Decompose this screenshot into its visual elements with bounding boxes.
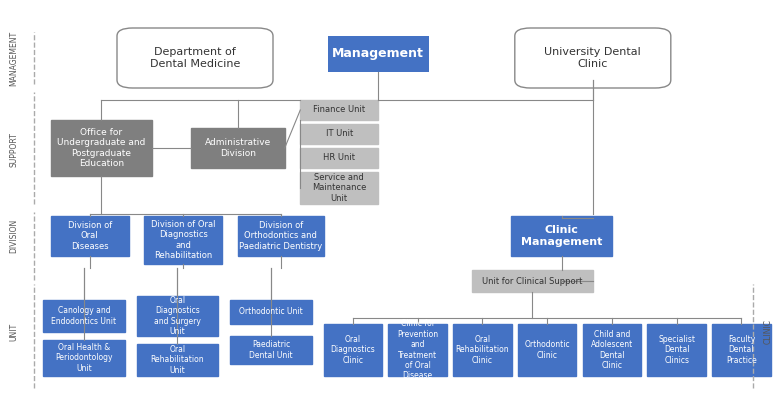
FancyBboxPatch shape — [238, 216, 324, 256]
Text: Oral
Diagnostics
Clinic: Oral Diagnostics Clinic — [331, 335, 375, 365]
FancyBboxPatch shape — [300, 148, 378, 168]
FancyBboxPatch shape — [647, 324, 706, 376]
Text: IT Unit: IT Unit — [326, 130, 353, 138]
Text: Service and
Maintenance
Unit: Service and Maintenance Unit — [312, 173, 367, 203]
Text: Division of Oral
Diagnostics
and
Rehabilitation: Division of Oral Diagnostics and Rehabil… — [151, 220, 215, 260]
FancyBboxPatch shape — [453, 324, 512, 376]
Text: University Dental
Clinic: University Dental Clinic — [544, 47, 641, 69]
FancyBboxPatch shape — [300, 124, 378, 144]
Text: Finance Unit: Finance Unit — [314, 106, 365, 114]
Text: Department of
Dental Medicine: Department of Dental Medicine — [150, 47, 240, 69]
Text: Clinic for
Prevention
and
Treatment
of Oral
Disease: Clinic for Prevention and Treatment of O… — [397, 320, 438, 380]
FancyBboxPatch shape — [511, 216, 612, 256]
FancyBboxPatch shape — [300, 100, 378, 120]
Text: UNIT: UNIT — [9, 323, 19, 341]
Text: Specialist
Dental
Clinics: Specialist Dental Clinics — [658, 335, 695, 365]
Text: CLINIC: CLINIC — [764, 320, 773, 344]
FancyBboxPatch shape — [230, 336, 312, 364]
FancyBboxPatch shape — [51, 216, 129, 256]
FancyBboxPatch shape — [230, 300, 312, 324]
FancyBboxPatch shape — [144, 216, 222, 264]
Text: Management: Management — [332, 48, 424, 60]
FancyBboxPatch shape — [300, 172, 378, 204]
FancyBboxPatch shape — [388, 324, 447, 376]
FancyBboxPatch shape — [191, 128, 285, 168]
Text: Child and
Adolescent
Dental
Clinic: Child and Adolescent Dental Clinic — [590, 330, 633, 370]
Text: Canology and
Endodontics Unit: Canology and Endodontics Unit — [51, 306, 116, 326]
Text: SUPPORT: SUPPORT — [9, 132, 19, 168]
FancyBboxPatch shape — [136, 296, 218, 336]
Text: Orthodontic Unit: Orthodontic Unit — [239, 308, 303, 316]
FancyBboxPatch shape — [515, 28, 671, 88]
Text: HR Unit: HR Unit — [323, 154, 356, 162]
FancyBboxPatch shape — [51, 120, 152, 176]
FancyBboxPatch shape — [472, 270, 593, 292]
Text: Oral
Rehabilitation
Unit: Oral Rehabilitation Unit — [151, 345, 204, 375]
Text: Office for
Undergraduate and
Postgraduate
Education: Office for Undergraduate and Postgraduat… — [57, 128, 146, 168]
FancyBboxPatch shape — [583, 324, 641, 376]
FancyBboxPatch shape — [712, 324, 771, 376]
Text: Oral Health &
Periodontology
Unit: Oral Health & Periodontology Unit — [55, 343, 112, 373]
Text: Orthodontic
Clinic: Orthodontic Clinic — [524, 340, 570, 360]
Text: Unit for Clinical Support: Unit for Clinical Support — [482, 276, 583, 286]
FancyBboxPatch shape — [43, 340, 125, 376]
Text: Administrative
Division: Administrative Division — [205, 138, 271, 158]
Text: Division of
Orthodontics and
Paediatric Dentistry: Division of Orthodontics and Paediatric … — [239, 221, 322, 251]
FancyBboxPatch shape — [518, 324, 576, 376]
Text: Oral
Diagnostics
and Surgery
Unit: Oral Diagnostics and Surgery Unit — [154, 296, 201, 336]
Text: MANAGEMENT: MANAGEMENT — [9, 30, 19, 86]
Text: Division of
Oral
Diseases: Division of Oral Diseases — [68, 221, 112, 251]
Text: DIVISION: DIVISION — [9, 219, 19, 253]
FancyBboxPatch shape — [324, 324, 382, 376]
Text: Oral
Rehabilitation
Clinic: Oral Rehabilitation Clinic — [456, 335, 509, 365]
Text: Faculty
Dental
Practice: Faculty Dental Practice — [726, 335, 757, 365]
FancyBboxPatch shape — [328, 36, 429, 72]
FancyBboxPatch shape — [136, 344, 218, 376]
Text: Clinic
Management: Clinic Management — [521, 225, 602, 247]
Text: Paediatric
Dental Unit: Paediatric Dental Unit — [250, 340, 292, 360]
FancyBboxPatch shape — [43, 300, 125, 332]
FancyBboxPatch shape — [117, 28, 273, 88]
